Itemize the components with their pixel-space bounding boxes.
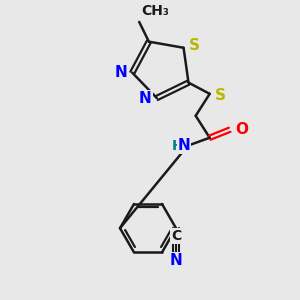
Text: CH₃: CH₃ [141,4,169,18]
Text: C: C [171,229,181,243]
Text: N: N [139,91,152,106]
Text: O: O [236,122,249,137]
Text: S: S [215,88,226,103]
Text: N: N [178,138,191,153]
Text: N: N [115,65,127,80]
Text: H: H [172,139,184,153]
Text: S: S [189,38,200,53]
Text: N: N [169,253,182,268]
